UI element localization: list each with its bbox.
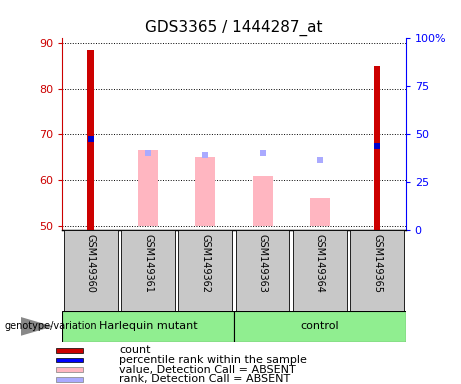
Bar — [62, 311, 234, 342]
Text: GSM149361: GSM149361 — [143, 234, 153, 293]
Text: percentile rank within the sample: percentile rank within the sample — [119, 355, 307, 365]
Text: control: control — [301, 321, 339, 331]
Text: GSM149364: GSM149364 — [315, 234, 325, 293]
Text: GSM149360: GSM149360 — [86, 234, 96, 293]
Text: genotype/variation: genotype/variation — [5, 321, 97, 331]
Bar — [64, 230, 118, 311]
Text: Harlequin mutant: Harlequin mutant — [99, 321, 197, 331]
Bar — [178, 230, 232, 311]
Bar — [88, 50, 95, 230]
Bar — [56, 358, 83, 362]
Text: rank, Detection Call = ABSENT: rank, Detection Call = ABSENT — [119, 374, 290, 384]
Bar — [236, 230, 290, 311]
Title: GDS3365 / 1444287_at: GDS3365 / 1444287_at — [145, 20, 323, 36]
Text: count: count — [119, 345, 151, 356]
Text: value, Detection Call = ABSENT: value, Detection Call = ABSENT — [119, 364, 296, 375]
Bar — [253, 175, 272, 226]
Text: GSM149362: GSM149362 — [201, 234, 210, 293]
Bar — [56, 377, 83, 382]
Polygon shape — [21, 317, 53, 336]
Bar — [373, 66, 380, 230]
Bar — [56, 367, 83, 372]
Bar — [121, 230, 175, 311]
Bar — [234, 311, 406, 342]
Bar — [56, 348, 83, 353]
Bar — [293, 230, 347, 311]
Bar — [138, 151, 158, 226]
Text: GSM149363: GSM149363 — [258, 234, 267, 293]
Bar — [350, 230, 404, 311]
Bar — [195, 157, 215, 226]
Text: GSM149365: GSM149365 — [372, 234, 382, 293]
Bar — [310, 199, 330, 226]
